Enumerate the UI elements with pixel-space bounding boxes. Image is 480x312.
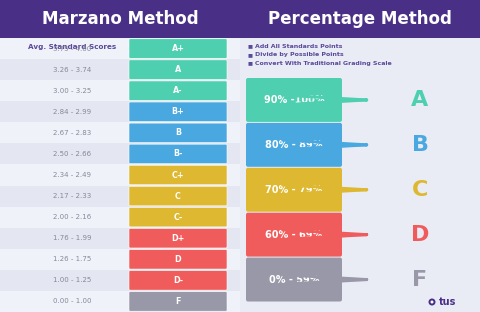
FancyBboxPatch shape [129, 250, 227, 269]
Text: C-: C- [173, 213, 182, 222]
Text: ■: ■ [248, 61, 253, 66]
Text: 0.00 - 1.00: 0.00 - 1.00 [53, 299, 91, 305]
FancyBboxPatch shape [129, 144, 227, 164]
Bar [0, 101, 240, 122]
Text: F: F [175, 297, 180, 306]
Text: D+: D+ [171, 234, 185, 243]
Text: Convert With Traditional Grading Scale: Convert With Traditional Grading Scale [255, 61, 392, 66]
Text: A: A [175, 65, 181, 74]
Text: B: B [175, 128, 181, 137]
Bar [0, 228, 240, 249]
Text: 90% -100%: 90% -100% [264, 95, 324, 105]
Text: 3.75 - 4.00: 3.75 - 4.00 [53, 46, 91, 51]
Text: F: F [412, 270, 428, 290]
FancyBboxPatch shape [129, 271, 227, 290]
Text: 3.26 - 3.74: 3.26 - 3.74 [53, 67, 91, 73]
Text: Divide by Possible Points: Divide by Possible Points [255, 52, 344, 57]
Circle shape [431, 300, 433, 304]
Text: B: B [411, 135, 429, 155]
Bar [0, 38, 240, 59]
Bar [0, 249, 240, 270]
FancyBboxPatch shape [246, 213, 342, 256]
FancyBboxPatch shape [129, 60, 227, 79]
Text: ■: ■ [248, 52, 253, 57]
Text: 60% - 69%: 60% - 69% [265, 230, 323, 240]
FancyBboxPatch shape [246, 168, 342, 212]
FancyBboxPatch shape [129, 228, 227, 248]
Bar [240, 0, 480, 38]
Circle shape [429, 299, 435, 305]
Text: 1.00 - 1.25: 1.00 - 1.25 [53, 277, 91, 283]
Text: 1.26 - 1.75: 1.26 - 1.75 [53, 256, 91, 262]
Text: A: A [411, 90, 429, 110]
FancyBboxPatch shape [129, 207, 227, 227]
Bar [0, 122, 240, 144]
Bar [0, 59, 240, 80]
Text: 2.00 - 2.16: 2.00 - 2.16 [53, 214, 91, 220]
Text: 1.76 - 1.99: 1.76 - 1.99 [53, 235, 91, 241]
Text: 2.84 - 2.99: 2.84 - 2.99 [53, 109, 91, 115]
FancyBboxPatch shape [129, 123, 227, 143]
Bar [0, 0, 240, 38]
Text: ■: ■ [248, 43, 253, 48]
Text: B+: B+ [171, 107, 184, 116]
Text: C+: C+ [172, 170, 184, 179]
Text: Marzano Method: Marzano Method [42, 10, 198, 28]
FancyBboxPatch shape [129, 39, 227, 58]
Text: tus: tus [439, 297, 456, 307]
Text: 3.00 - 3.25: 3.00 - 3.25 [53, 88, 91, 94]
Bar [0, 270, 240, 291]
FancyBboxPatch shape [246, 78, 342, 122]
Text: D: D [175, 255, 181, 264]
Text: Avg. Standard Scores: Avg. Standard Scores [28, 45, 116, 51]
Text: 2.50 - 2.66: 2.50 - 2.66 [53, 151, 91, 157]
Bar [0, 80, 240, 101]
Text: Add All Standards Points: Add All Standards Points [255, 43, 342, 48]
FancyBboxPatch shape [129, 102, 227, 121]
Text: D-: D- [173, 276, 183, 285]
FancyBboxPatch shape [129, 81, 227, 100]
Text: 2.34 - 2.49: 2.34 - 2.49 [53, 172, 91, 178]
FancyBboxPatch shape [246, 258, 342, 301]
Bar [0, 207, 240, 228]
FancyBboxPatch shape [129, 186, 227, 206]
Text: C: C [175, 192, 181, 201]
Bar [0, 186, 240, 207]
Bar [0, 164, 240, 186]
Bar [0, 144, 240, 164]
Text: B-: B- [173, 149, 183, 158]
Text: 2.17 - 2.33: 2.17 - 2.33 [53, 193, 91, 199]
FancyBboxPatch shape [129, 292, 227, 311]
Text: 80% - 89%: 80% - 89% [265, 140, 323, 150]
Text: D: D [411, 225, 429, 245]
Bar [240, 38, 480, 312]
Text: A+: A+ [171, 44, 184, 53]
Text: C: C [412, 180, 428, 200]
Bar [0, 291, 240, 312]
Text: A-: A- [173, 86, 183, 95]
Text: Percentage Method: Percentage Method [268, 10, 452, 28]
Text: Traditional Grade: Traditional Grade [147, 45, 218, 51]
FancyBboxPatch shape [129, 165, 227, 185]
Text: 0% - 59%: 0% - 59% [269, 275, 319, 285]
Text: 70% - 79%: 70% - 79% [265, 185, 323, 195]
Text: 2.67 - 2.83: 2.67 - 2.83 [53, 130, 91, 136]
FancyBboxPatch shape [246, 123, 342, 167]
